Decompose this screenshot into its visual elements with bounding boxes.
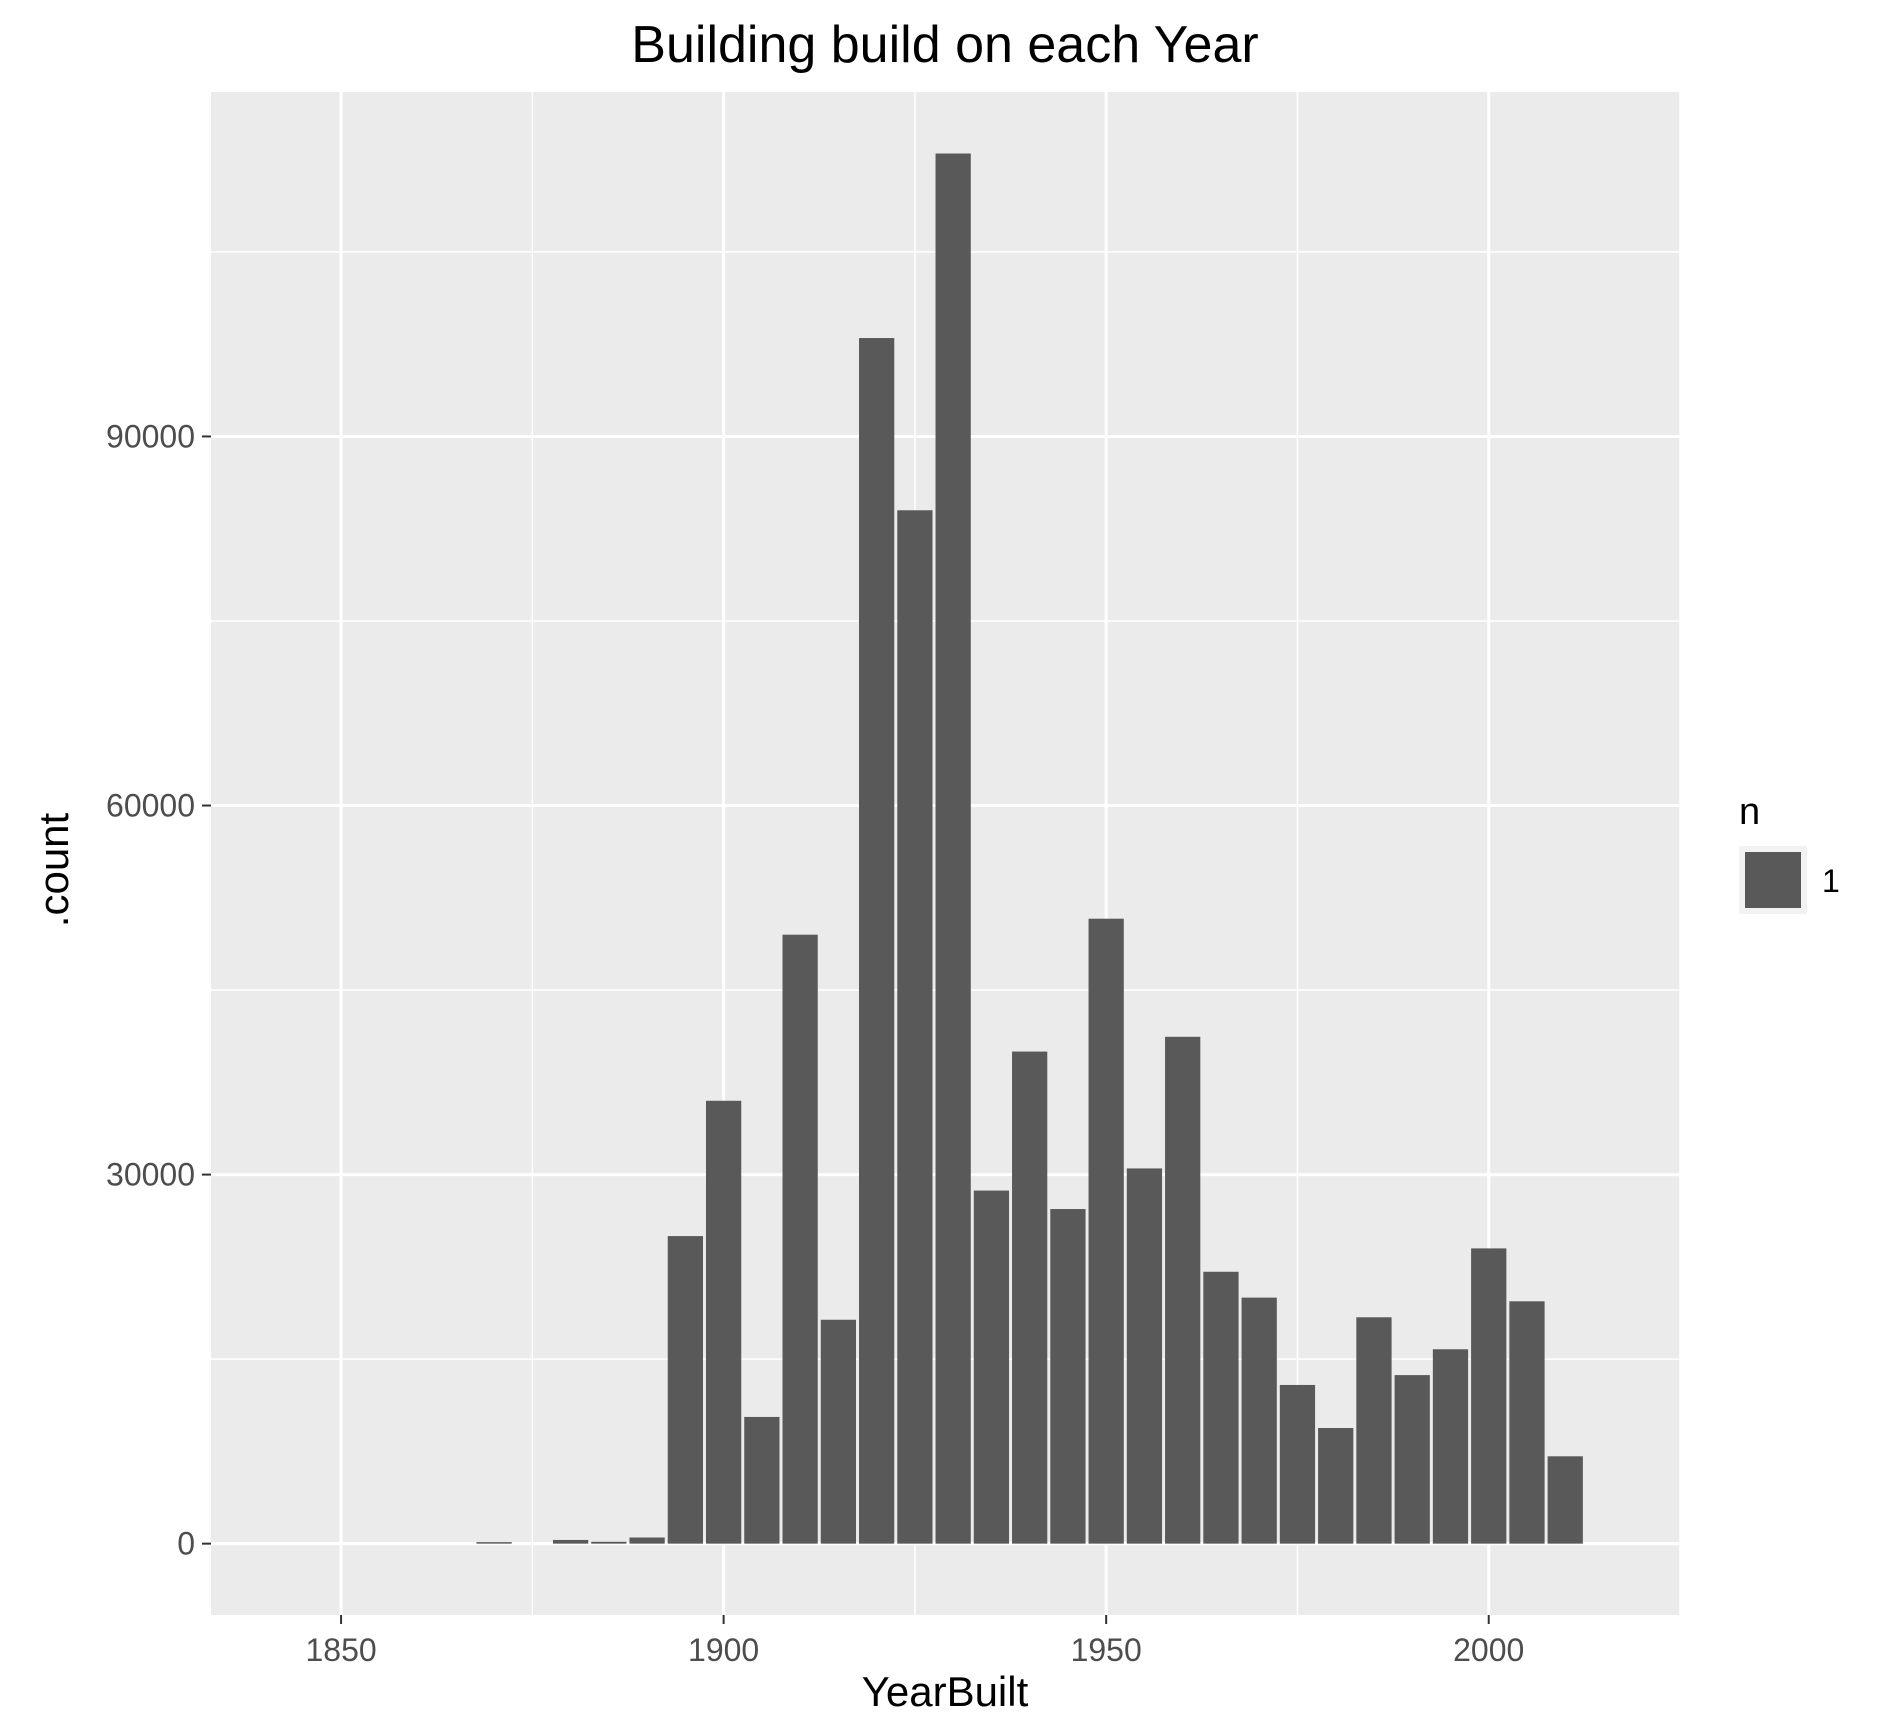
bar — [1509, 1301, 1545, 1544]
legend-key-swatch — [1745, 852, 1801, 908]
chart-title: Building build on each Year — [631, 16, 1258, 74]
bar — [1547, 1456, 1583, 1544]
bar — [1241, 1297, 1277, 1544]
bar — [1318, 1428, 1354, 1544]
bar — [1088, 918, 1124, 1544]
bar — [1050, 1209, 1086, 1544]
x-tick-label: 1850 — [305, 1632, 376, 1668]
bar — [1126, 1168, 1163, 1544]
legend: n 1 — [1739, 791, 1840, 914]
x-axis: 1850 1900 1950 2000 — [305, 1615, 1524, 1668]
bar — [629, 1537, 665, 1544]
legend-label: 1 — [1822, 863, 1840, 899]
bar — [859, 338, 895, 1544]
y-tick-label: 30000 — [106, 1157, 195, 1193]
bar — [667, 1236, 703, 1544]
x-tick-label: 1900 — [688, 1632, 759, 1668]
bar — [1165, 1036, 1201, 1544]
bar — [591, 1541, 627, 1544]
bar — [1279, 1384, 1316, 1544]
y-tick-label: 90000 — [106, 418, 195, 454]
bar — [1471, 1248, 1507, 1544]
bar — [782, 934, 818, 1544]
bar — [897, 510, 933, 1544]
bar — [744, 1416, 780, 1544]
bar — [1432, 1349, 1469, 1544]
bar — [1394, 1375, 1430, 1544]
bar — [973, 1190, 1010, 1544]
x-tick-label: 2000 — [1453, 1632, 1524, 1668]
y-axis: 0 30000 60000 90000 — [106, 418, 211, 1562]
bar — [1356, 1317, 1392, 1544]
x-tick-label: 1950 — [1071, 1632, 1142, 1668]
y-tick-label: 0 — [177, 1526, 195, 1562]
bar — [705, 1100, 742, 1544]
bar — [476, 1542, 512, 1544]
bars — [476, 153, 1583, 1544]
bar — [1012, 1051, 1048, 1544]
y-tick-label: 60000 — [106, 788, 195, 824]
bar — [820, 1319, 857, 1544]
bar — [935, 153, 971, 1544]
bar — [552, 1539, 589, 1544]
bar — [1203, 1271, 1239, 1544]
x-axis-title: YearBuilt — [862, 1668, 1029, 1715]
y-axis-title: .count — [30, 812, 77, 927]
legend-title: n — [1739, 791, 1760, 833]
